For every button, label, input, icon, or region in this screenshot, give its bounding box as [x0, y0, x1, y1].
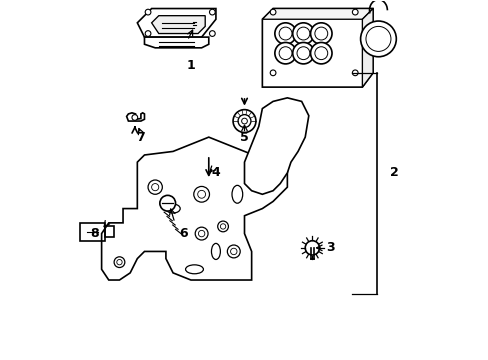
Circle shape — [160, 195, 175, 211]
Circle shape — [145, 9, 151, 15]
Circle shape — [365, 26, 390, 51]
Ellipse shape — [165, 204, 180, 213]
Text: 1: 1 — [186, 59, 195, 72]
Text: 2: 2 — [389, 166, 398, 179]
Text: 4: 4 — [211, 166, 220, 179]
Circle shape — [274, 23, 296, 44]
Circle shape — [197, 190, 205, 198]
Circle shape — [296, 27, 309, 40]
Circle shape — [310, 23, 331, 44]
Circle shape — [230, 248, 237, 255]
Circle shape — [198, 230, 204, 237]
Circle shape — [227, 245, 240, 258]
Ellipse shape — [185, 265, 203, 274]
Circle shape — [314, 47, 327, 60]
Circle shape — [209, 31, 215, 36]
Circle shape — [193, 186, 209, 202]
Polygon shape — [362, 9, 372, 87]
Circle shape — [292, 23, 313, 44]
Bar — [80, 223, 105, 241]
Polygon shape — [262, 9, 372, 19]
Text: 3: 3 — [325, 241, 334, 255]
Circle shape — [292, 42, 313, 64]
Circle shape — [352, 70, 357, 76]
Circle shape — [310, 42, 331, 64]
Polygon shape — [137, 9, 216, 37]
Text: 8: 8 — [90, 227, 99, 240]
Text: 7: 7 — [136, 131, 145, 144]
Circle shape — [241, 118, 247, 124]
Circle shape — [314, 27, 327, 40]
Circle shape — [195, 227, 207, 240]
Circle shape — [145, 31, 151, 36]
Circle shape — [233, 110, 255, 132]
Ellipse shape — [211, 243, 220, 260]
Circle shape — [270, 9, 275, 15]
Circle shape — [220, 224, 225, 229]
Text: 6: 6 — [179, 227, 188, 240]
Bar — [105, 226, 114, 237]
Circle shape — [114, 257, 124, 267]
Polygon shape — [244, 98, 308, 194]
Circle shape — [270, 70, 275, 76]
Circle shape — [238, 114, 250, 127]
Polygon shape — [126, 113, 144, 121]
Circle shape — [360, 21, 395, 57]
Circle shape — [352, 9, 357, 15]
Circle shape — [217, 221, 228, 232]
Polygon shape — [102, 137, 287, 280]
Polygon shape — [262, 9, 372, 87]
Circle shape — [279, 27, 291, 40]
Circle shape — [117, 260, 122, 265]
Circle shape — [209, 9, 215, 15]
Circle shape — [148, 180, 162, 194]
Circle shape — [151, 184, 159, 191]
Text: 5: 5 — [240, 131, 248, 144]
Circle shape — [305, 241, 319, 255]
Ellipse shape — [231, 185, 242, 203]
Polygon shape — [144, 37, 208, 48]
Circle shape — [296, 47, 309, 60]
Circle shape — [279, 47, 291, 60]
Polygon shape — [151, 16, 205, 33]
Circle shape — [132, 114, 138, 120]
Circle shape — [274, 42, 296, 64]
